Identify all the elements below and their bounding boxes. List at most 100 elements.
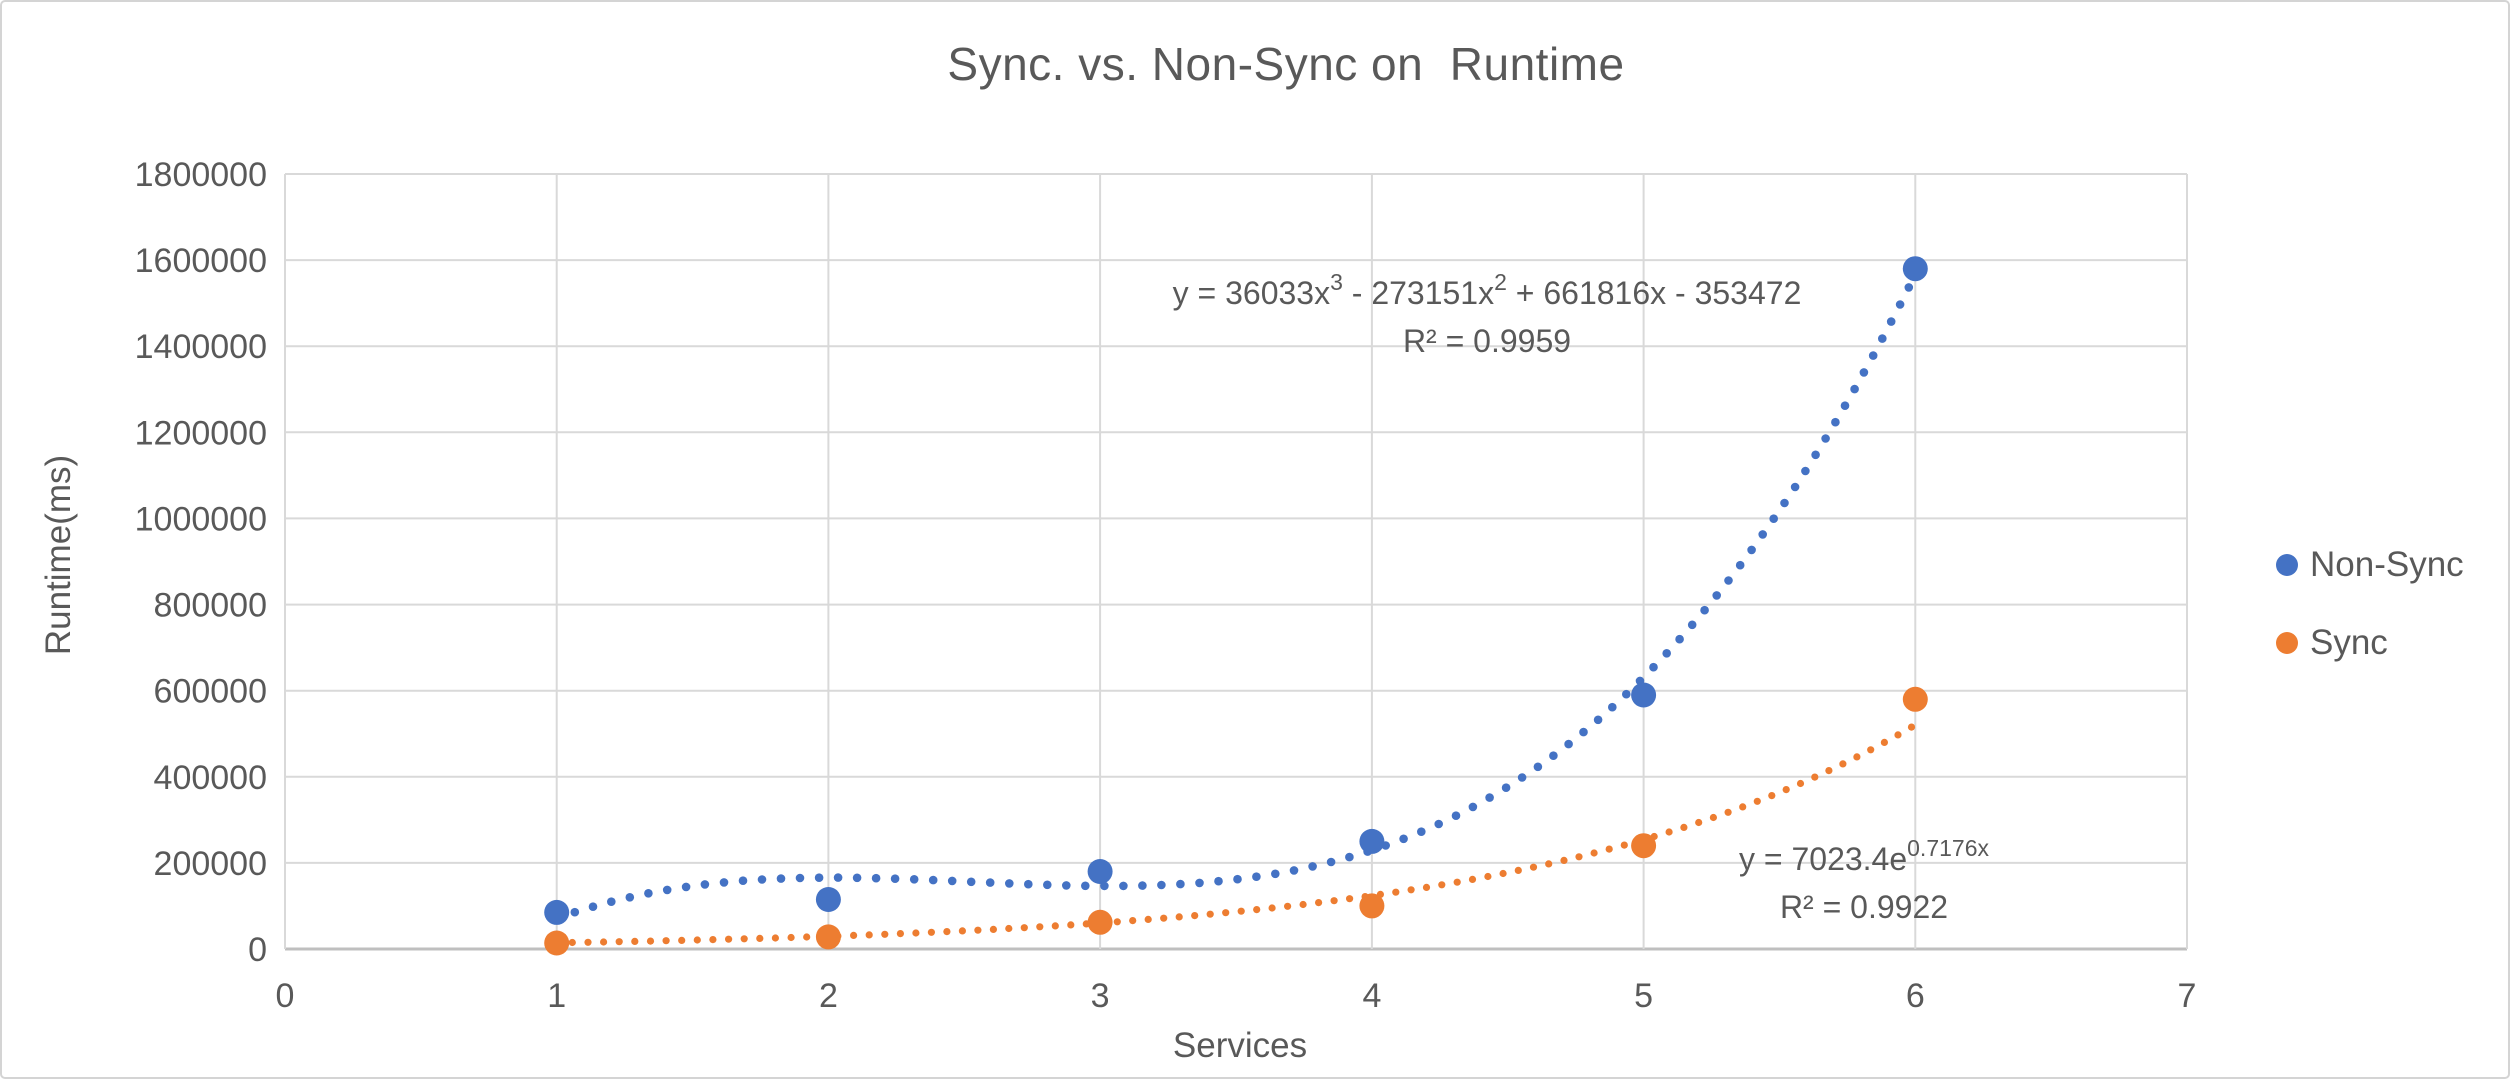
trendline-dot bbox=[974, 926, 982, 934]
trendline-dot bbox=[1868, 351, 1878, 360]
x-tick-label: 3 bbox=[1091, 977, 1110, 1015]
data-point-non-sync[interactable] bbox=[815, 887, 841, 912]
trendline-dot bbox=[631, 937, 639, 946]
trendline-dot bbox=[958, 927, 967, 935]
trendline-dot bbox=[890, 874, 900, 883]
trendline-dot bbox=[1451, 811, 1461, 820]
legend-marker-icon bbox=[2276, 554, 2298, 576]
legend-label: Sync bbox=[2310, 623, 2388, 662]
trendline-dot bbox=[1485, 793, 1494, 802]
trendline-dot bbox=[600, 938, 608, 946]
trendline-dot bbox=[1853, 753, 1861, 761]
trendline-dot bbox=[771, 934, 780, 942]
trendline-dot bbox=[1434, 819, 1443, 829]
y-tick-label: 600000 bbox=[154, 673, 267, 711]
trendline-dot bbox=[1907, 723, 1916, 731]
x-tick-label: 0 bbox=[276, 977, 295, 1015]
data-point-sync[interactable] bbox=[1359, 893, 1385, 919]
trendline-dot bbox=[1753, 797, 1761, 805]
data-point-non-sync[interactable] bbox=[1631, 682, 1657, 708]
x-tick-label: 6 bbox=[1906, 977, 1925, 1015]
data-point-non-sync[interactable] bbox=[544, 899, 570, 925]
trendline-dot bbox=[1840, 401, 1850, 411]
legend: Non-Sync Sync bbox=[2276, 545, 2464, 663]
trendline-dot bbox=[693, 936, 701, 944]
trendline-dot bbox=[909, 875, 919, 884]
trendline-dot bbox=[1724, 808, 1732, 816]
trendline-dot bbox=[966, 877, 976, 887]
trendline-dot bbox=[1665, 828, 1673, 836]
trendline-dot bbox=[1821, 434, 1830, 443]
trendline-dot bbox=[1157, 880, 1166, 890]
trendline-dot bbox=[985, 878, 995, 887]
x-tick-label: 2 bbox=[819, 977, 838, 1015]
trendline-dot bbox=[1315, 899, 1323, 907]
trendline-dot bbox=[646, 937, 655, 945]
trendline-dot bbox=[927, 928, 936, 936]
legend-item-sync[interactable]: Sync bbox=[2276, 623, 2464, 663]
trendline-dot bbox=[1284, 902, 1292, 910]
trendline-dot bbox=[1326, 857, 1336, 867]
trendline-dot bbox=[1468, 802, 1478, 812]
trendline-dot bbox=[787, 933, 795, 942]
trendline-dot bbox=[1119, 881, 1128, 891]
trendline-dot bbox=[1422, 883, 1431, 892]
trendline-dot bbox=[1514, 866, 1522, 875]
data-point-sync[interactable] bbox=[1902, 686, 1928, 712]
trendline-dot bbox=[588, 902, 598, 911]
trendline-dot bbox=[678, 936, 686, 945]
trendline-dot bbox=[1839, 760, 1847, 768]
data-point-non-sync[interactable] bbox=[1359, 828, 1385, 854]
y-tick-label: 1600000 bbox=[135, 242, 267, 280]
trendline-dot bbox=[1529, 863, 1538, 871]
trendline-dot bbox=[1399, 834, 1408, 844]
trendline-dot bbox=[1175, 913, 1183, 921]
trendline-dot bbox=[1195, 878, 1204, 888]
trendline-dot bbox=[1549, 751, 1558, 760]
trendline-dot bbox=[1253, 906, 1261, 914]
trendline-dot bbox=[1811, 773, 1819, 781]
trendline-dot bbox=[947, 876, 957, 886]
data-point-sync[interactable] bbox=[815, 924, 841, 950]
trendline-dot bbox=[1252, 872, 1261, 881]
x-tick-label: 5 bbox=[1634, 977, 1653, 1015]
trendline-dot bbox=[1675, 634, 1684, 644]
trendline-dot bbox=[1036, 923, 1044, 931]
trendline-dot bbox=[1308, 862, 1317, 871]
trendline-dot bbox=[1590, 849, 1598, 857]
trendline-dot bbox=[1712, 591, 1721, 600]
trendline-dot bbox=[928, 875, 938, 885]
data-point-sync[interactable] bbox=[544, 930, 570, 956]
trendline-dot bbox=[1268, 904, 1276, 912]
trendline-dot bbox=[725, 935, 733, 943]
trendline-dot bbox=[1453, 878, 1461, 886]
trendline-dot bbox=[1649, 662, 1658, 672]
trendline-dot bbox=[1747, 545, 1756, 555]
trendline-dot bbox=[803, 933, 811, 941]
trendline-dot bbox=[852, 873, 862, 883]
data-point-sync[interactable] bbox=[1631, 833, 1657, 859]
trendline-dot bbox=[1417, 827, 1426, 836]
trendline-dot bbox=[1144, 915, 1152, 924]
data-point-sync[interactable] bbox=[1087, 909, 1113, 935]
trendline-equation-non-sync: y = 36033x3 - 273151x2 + 661816x - 35347… bbox=[1173, 269, 1802, 311]
trendline-dot bbox=[881, 930, 889, 938]
trendline-dot bbox=[1560, 856, 1568, 865]
trendline-dot bbox=[1067, 921, 1075, 929]
trendline-dot bbox=[1608, 702, 1617, 712]
data-point-non-sync[interactable] bbox=[1087, 859, 1113, 884]
trendline-dot bbox=[1501, 783, 1511, 792]
trendline-dot bbox=[584, 938, 592, 946]
trendline-dot bbox=[1051, 922, 1059, 930]
y-tick-label: 0 bbox=[248, 931, 267, 969]
trendline-dot bbox=[1499, 869, 1507, 878]
trendline-dot bbox=[1517, 773, 1527, 782]
data-point-non-sync[interactable] bbox=[1902, 256, 1928, 282]
legend-item-non-sync[interactable]: Non-Sync bbox=[2276, 545, 2464, 585]
trendline-dot bbox=[1780, 498, 1789, 508]
y-tick-label: 1400000 bbox=[135, 328, 267, 366]
trendline-dot bbox=[1468, 875, 1477, 884]
trendline-dot bbox=[912, 929, 920, 937]
